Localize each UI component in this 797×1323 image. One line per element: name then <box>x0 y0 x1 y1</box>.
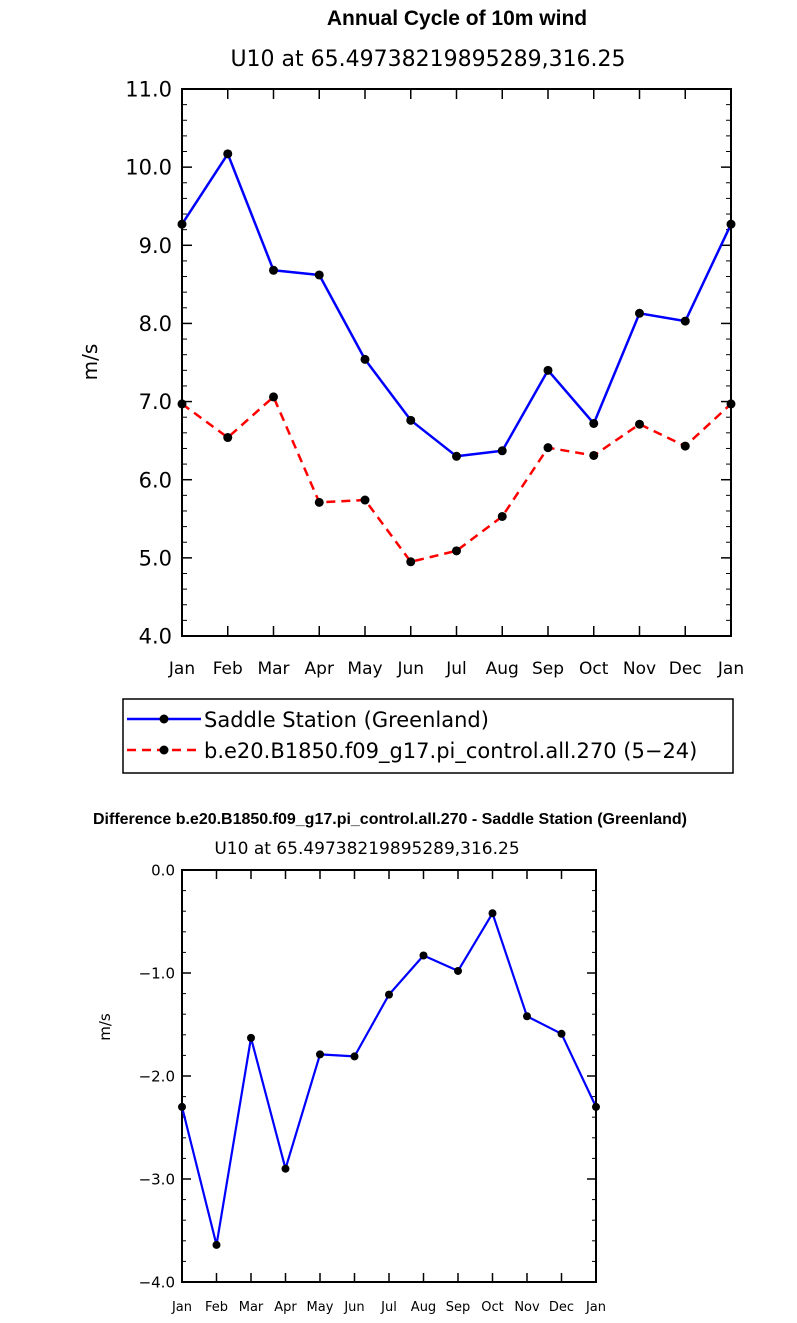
series-0-point <box>454 966 462 975</box>
series-1-point <box>589 450 599 460</box>
series-0-point <box>406 415 416 425</box>
x-tick-label: May <box>347 659 382 679</box>
x-tick-label: Jun <box>396 659 424 679</box>
x-tick-label: Jul <box>380 1300 397 1315</box>
legend-marker-model-run <box>159 745 169 755</box>
x-tick-label: Jan <box>168 659 195 679</box>
chart2-subtitle: U10 at 65.49738219895289,316.25 <box>214 839 519 859</box>
series-0-point <box>497 446 507 456</box>
series-1-point <box>452 546 461 556</box>
chart2-plot-area: −4.0 −3.0 −2.0 −1.0 0.0 Jan Feb Mar Apr May Jun Jul… <box>139 861 606 1315</box>
chart2-title: Difference b.e20.B1850.f09_g17.pi_contro… <box>93 811 687 828</box>
legend-item-model-run: b.e20.B1850.f09_g17.pi_control.all.270 (… <box>127 739 697 764</box>
legend-marker-saddle-station <box>159 714 169 724</box>
y-tick-label: −2.0 <box>139 1067 175 1085</box>
x-tick-label: Aug <box>411 1300 436 1315</box>
series-0-point <box>543 365 553 375</box>
y-tick-label: 8.0 <box>139 312 172 336</box>
series-0-point <box>523 1012 531 1021</box>
series-1-point <box>497 511 507 521</box>
series-0-point <box>360 354 370 364</box>
y-tick-label: 4.0 <box>139 625 172 649</box>
series-0-point <box>589 418 599 428</box>
x-tick-label: Oct <box>481 1300 503 1315</box>
series-0-point <box>488 909 497 918</box>
y-tick-label: −4.0 <box>139 1273 175 1291</box>
y-tick-label: 10.0 <box>125 156 172 180</box>
y-tick-label: −1.0 <box>139 964 175 982</box>
x-tick-label: Apr <box>274 1300 297 1315</box>
series-0-point <box>269 265 278 275</box>
legend-box <box>122 698 734 774</box>
series-0-point <box>178 1102 186 1111</box>
series-1-point <box>406 557 416 567</box>
series-1-point <box>680 441 690 451</box>
series-1-point <box>269 392 278 402</box>
chart2-ylabel: m/s <box>96 1013 114 1041</box>
series-0-point <box>316 1050 324 1059</box>
series-1-point <box>177 399 187 409</box>
x-tick-label: Dec <box>549 1300 574 1315</box>
series-0-point <box>281 1164 290 1173</box>
series-0-point <box>635 308 644 318</box>
series-1-point <box>635 419 644 429</box>
series-0-point <box>314 270 324 280</box>
series-0-point <box>419 951 428 960</box>
x-tick-label: Sep <box>446 1300 471 1315</box>
series-0-point <box>452 451 461 461</box>
series-line-0 <box>180 912 597 1247</box>
series-0-point <box>350 1052 359 1061</box>
x-tick-label: Dec <box>669 659 702 679</box>
chart1-subtitle: U10 at 65.49738219895289,316.25 <box>230 47 625 72</box>
x-tick-label: Mar <box>257 659 289 679</box>
x-tick-label: Nov <box>514 1300 540 1315</box>
series-0-point <box>726 219 736 229</box>
x-tick-label: Mar <box>239 1300 264 1315</box>
x-tick-label: Sep <box>532 659 564 679</box>
series-line-0 <box>180 152 733 458</box>
x-tick-label: Jan <box>717 659 744 679</box>
y-tick-label: 6.0 <box>139 468 172 492</box>
x-tick-label: May <box>307 1300 334 1315</box>
series-0-point <box>680 316 690 326</box>
x-tick-label: Aug <box>486 659 519 679</box>
series-line-1 <box>181 395 732 564</box>
series-0-point <box>385 990 393 999</box>
x-tick-label: Apr <box>305 659 334 679</box>
chart1-plot-area: 4.0 5.0 6.0 7.0 8.0 9.0 10.0 11.0 Jan Feb Mar Apr Ma… <box>125 78 744 679</box>
series-0-point <box>223 149 233 159</box>
x-tick-label: Jun <box>343 1300 364 1315</box>
x-tick-label: Jul <box>445 659 467 679</box>
x-tick-label: Feb <box>213 659 243 679</box>
y-tick-label: 9.0 <box>139 234 172 258</box>
series-1-point <box>314 497 324 507</box>
x-tick-label: Oct <box>579 659 609 679</box>
legend-label-saddle-station: Saddle Station (Greenland) <box>204 708 489 732</box>
series-1-point <box>726 399 736 409</box>
chart1-title: Annual Cycle of 10m wind <box>327 7 587 30</box>
series-0-point <box>212 1240 221 1249</box>
x-tick-label: Feb <box>205 1300 228 1315</box>
chart1-ylabel: m/s <box>78 344 102 381</box>
x-tick-label: Nov <box>623 659 656 679</box>
legend-label-model-run: b.e20.B1850.f09_g17.pi_control.all.270 (… <box>204 739 697 764</box>
series-1-point <box>223 433 233 443</box>
x-tick-label: Jan <box>171 1300 192 1315</box>
y-tick-label: 11.0 <box>125 78 172 102</box>
series-0-point <box>247 1033 255 1042</box>
legend-item-saddle-station: Saddle Station (Greenland) <box>127 708 489 732</box>
y-tick-label: −3.0 <box>139 1170 175 1188</box>
series-0-point <box>557 1029 566 1038</box>
series-0-point <box>177 219 187 229</box>
series-1-point <box>543 443 553 453</box>
y-tick-label: 7.0 <box>139 390 172 414</box>
y-tick-label: 0.0 <box>151 861 175 879</box>
y-tick-label: 5.0 <box>139 546 172 570</box>
series-1-point <box>360 495 370 505</box>
series-0-point <box>592 1102 600 1111</box>
x-tick-label: Jan <box>585 1300 606 1315</box>
